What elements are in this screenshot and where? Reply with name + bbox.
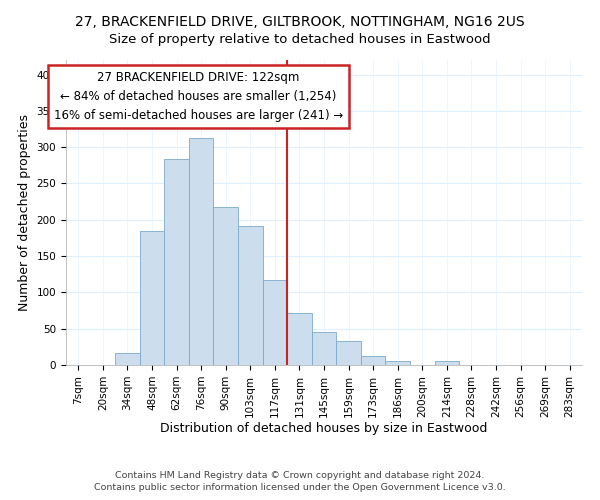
Bar bbox=[164, 159, 189, 365]
Bar bbox=[361, 356, 385, 365]
Bar bbox=[385, 360, 410, 365]
Text: Size of property relative to detached houses in Eastwood: Size of property relative to detached ho… bbox=[109, 32, 491, 46]
Text: 27 BRACKENFIELD DRIVE: 122sqm
← 84% of detached houses are smaller (1,254)
16% o: 27 BRACKENFIELD DRIVE: 122sqm ← 84% of d… bbox=[54, 71, 343, 122]
Bar bbox=[312, 332, 336, 365]
Bar bbox=[263, 280, 287, 365]
Y-axis label: Number of detached properties: Number of detached properties bbox=[18, 114, 31, 311]
Bar bbox=[238, 226, 263, 365]
Bar bbox=[115, 354, 140, 365]
Bar bbox=[434, 362, 459, 365]
Bar bbox=[214, 208, 238, 365]
Text: 27, BRACKENFIELD DRIVE, GILTBROOK, NOTTINGHAM, NG16 2US: 27, BRACKENFIELD DRIVE, GILTBROOK, NOTTI… bbox=[75, 15, 525, 29]
Bar bbox=[287, 314, 312, 365]
Text: Contains HM Land Registry data © Crown copyright and database right 2024.
Contai: Contains HM Land Registry data © Crown c… bbox=[94, 471, 506, 492]
Bar bbox=[336, 341, 361, 365]
Bar bbox=[189, 138, 214, 365]
X-axis label: Distribution of detached houses by size in Eastwood: Distribution of detached houses by size … bbox=[160, 422, 488, 436]
Bar bbox=[140, 232, 164, 365]
